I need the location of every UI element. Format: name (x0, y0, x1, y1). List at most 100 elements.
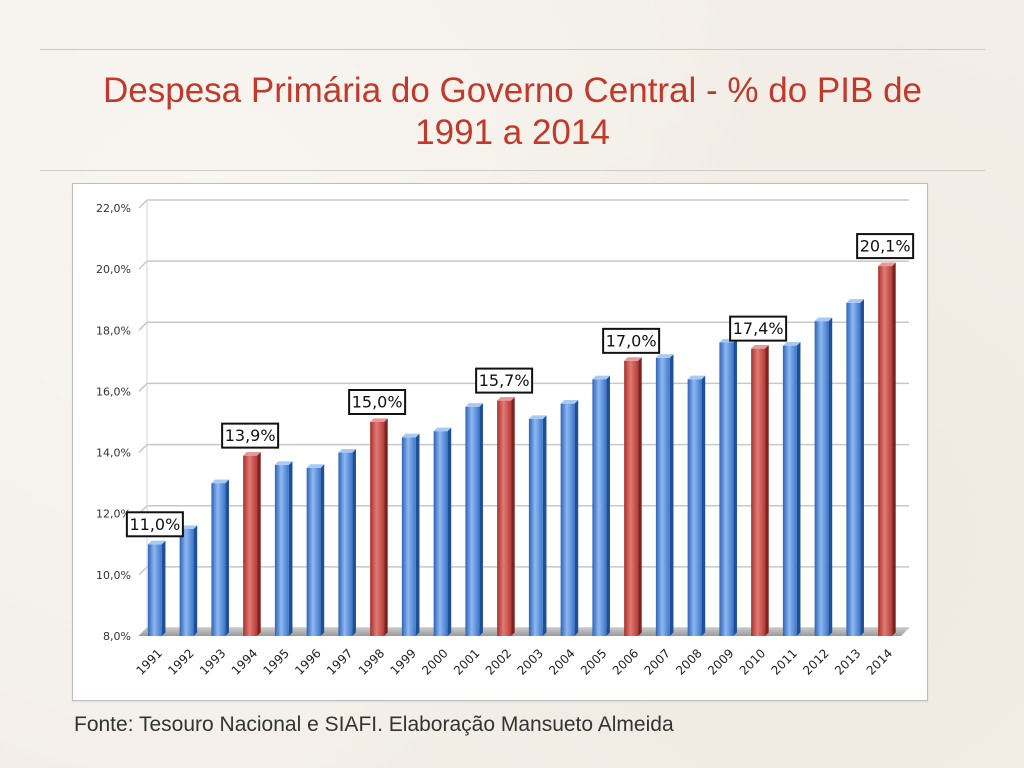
x-tick-label: 1992 (165, 646, 196, 677)
x-tick-label: 1994 (229, 646, 260, 677)
annotation-2014: 20,1% (856, 233, 915, 260)
title-line-1: Despesa Primária do Governo Central - % … (103, 71, 922, 110)
bar-top (528, 415, 547, 419)
bar-side (384, 418, 388, 636)
gridline-corner (138, 260, 148, 270)
x-tick-label: 2010 (737, 646, 768, 677)
bar-2003 (528, 415, 547, 636)
gridline-corner (138, 566, 148, 576)
bar-side (892, 262, 896, 636)
bar-front (624, 360, 639, 636)
bar-2000 (433, 427, 452, 636)
bar-1996 (306, 464, 325, 636)
bar-side (860, 299, 864, 636)
bar-1995 (274, 461, 293, 636)
bar-2011 (782, 341, 801, 636)
bar-front (179, 529, 194, 636)
bar-top (274, 461, 293, 465)
bar-top (306, 464, 325, 468)
bar-2014 (878, 262, 896, 636)
bar-side (352, 448, 356, 636)
y-axis-labels: 8,0% 10,0% 12,0% 14,0% 16,0% 18,0% 20,0% 22,0% (96, 202, 131, 643)
bar-2010 (751, 345, 769, 636)
bar-side (288, 461, 293, 636)
annotation-box (856, 233, 915, 260)
annotation-2002: 15,7% (475, 367, 534, 394)
bar-front (560, 403, 575, 636)
annotation-label: 17,0% (606, 331, 657, 350)
annotation-2010: 17,4% (729, 315, 788, 342)
bar-top (846, 299, 864, 303)
bar-2012 (814, 317, 833, 636)
bar-top (465, 403, 483, 407)
annotation-label: 17,4% (733, 319, 784, 338)
bar-top (147, 540, 166, 545)
bar-side (415, 433, 420, 636)
bar-top (338, 448, 356, 453)
bar-2009 (719, 338, 737, 636)
gridline-corner (138, 199, 148, 209)
bar-top (211, 479, 229, 484)
bars (147, 262, 896, 636)
bar-front (687, 379, 702, 636)
bar-2008 (687, 375, 706, 636)
annotation-label: 20,1% (860, 237, 911, 256)
bar-top (624, 357, 642, 361)
bar-top (687, 375, 706, 380)
bar-1991 (147, 540, 166, 636)
x-tick-label: 2007 (641, 646, 672, 677)
annotation-box (475, 367, 534, 394)
annotation-label: 11,0% (129, 515, 180, 534)
y-tick-label: 12,0% (96, 508, 131, 521)
bar-top (370, 418, 388, 422)
gridline-corner (138, 444, 148, 454)
bar-side (701, 375, 706, 636)
x-tick-label: 1991 (133, 646, 164, 677)
y-tick-label: 10,0% (96, 569, 131, 582)
annotation-box (348, 389, 407, 415)
bar-1994 (243, 452, 261, 636)
annotation-box (729, 315, 788, 342)
bar-side (320, 464, 325, 636)
x-tick-label: 2003 (514, 646, 545, 677)
x-tick-label: 2008 (673, 646, 704, 677)
x-tick-label: 2012 (800, 646, 831, 677)
bar-side (733, 338, 737, 636)
annotation-label: 15,7% (479, 371, 530, 390)
annotation-label: 15,0% (352, 393, 403, 412)
x-tick-label: 2014 (864, 646, 895, 677)
bar-2004 (560, 400, 579, 636)
y-tick-label: 20,0% (96, 263, 131, 276)
bar-front (401, 437, 416, 636)
bar-front (528, 418, 543, 636)
bar-2005 (592, 375, 610, 636)
bar-top (878, 262, 896, 267)
bar-top (497, 397, 515, 401)
annotation-box (221, 422, 280, 449)
x-tick-label: 2006 (610, 646, 641, 677)
y-tick-label: 8,0% (103, 630, 131, 643)
annotation-2006: 17,0% (602, 327, 661, 354)
bar-side (225, 479, 229, 636)
bar-front (751, 348, 766, 636)
annotation-box (125, 511, 184, 538)
bar-front (211, 483, 226, 636)
top-divider (40, 49, 985, 50)
gridline-corner (138, 382, 148, 392)
bar-top (560, 400, 579, 404)
bar-front (814, 321, 829, 636)
annotation-label: 13,9% (225, 426, 276, 445)
bar-side (828, 317, 833, 636)
bar-side (669, 354, 674, 636)
bar-front (719, 342, 734, 636)
bar-front (592, 379, 607, 636)
bar-top (814, 317, 833, 322)
bar-1999 (401, 433, 420, 636)
bar-front (655, 357, 670, 636)
bar-side (447, 427, 452, 636)
x-tick-label: 2001 (451, 646, 482, 677)
bar-side (796, 341, 801, 636)
bar-top (243, 452, 261, 456)
bar-1992 (179, 525, 198, 636)
slide-title: Despesa Primária do Governo Central - % … (40, 70, 985, 154)
